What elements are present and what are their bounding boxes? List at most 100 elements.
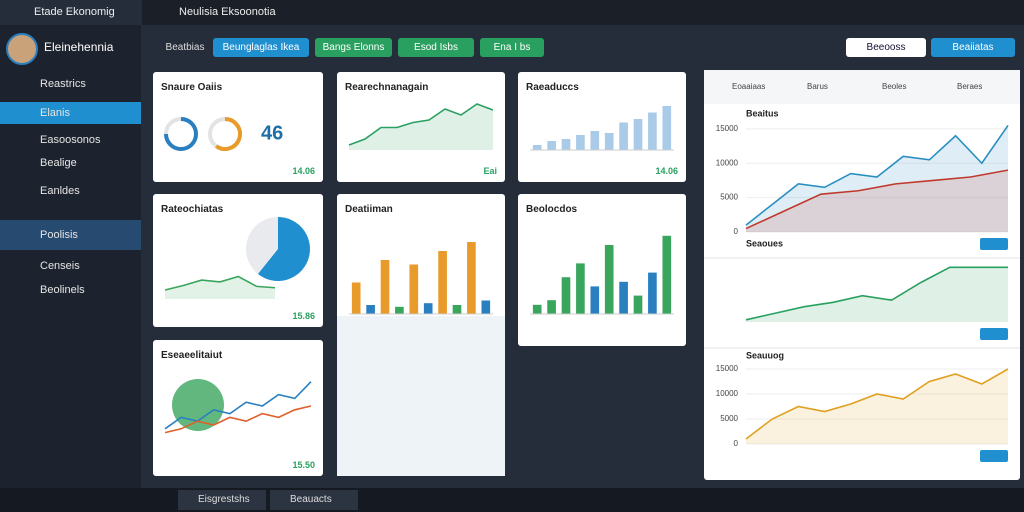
bar: [604, 245, 614, 314]
sidebar-item[interactable]: Easoosonos: [40, 134, 101, 146]
bar: [561, 277, 571, 314]
toolbar-button[interactable]: Beatbias: [165, 42, 205, 53]
sidebar-item[interactable]: Beolinels: [40, 284, 85, 296]
tab[interactable]: Neulisia Eksoonotia: [179, 6, 276, 18]
bar: [467, 242, 476, 314]
area: [746, 267, 1008, 322]
line: [745, 124, 1009, 226]
bar: [438, 251, 447, 314]
chart: [348, 103, 494, 150]
card: Deatiiman: [337, 194, 505, 476]
bar: [648, 112, 657, 150]
chart-title: Seauuog: [746, 350, 784, 360]
card-footer: 14.06: [292, 166, 315, 176]
y-tick-label: 0: [734, 439, 739, 448]
bar: [662, 235, 672, 314]
y-tick-label: 10000: [716, 389, 739, 398]
panel-tab: Eoaaiaas: [732, 82, 765, 91]
bar: [409, 264, 419, 314]
bar: [380, 260, 390, 314]
panel-tab: Barus: [807, 82, 828, 91]
taskbar-item[interactable]: Beauacts: [270, 490, 358, 510]
tab[interactable]: Etade Ekonomig: [0, 0, 142, 25]
card: Eseaeelitaiut 15.50: [153, 340, 323, 476]
chart: 46: [164, 117, 283, 151]
big-number: 46: [261, 122, 283, 144]
empty-area: [337, 316, 505, 476]
y-tick-label: 15000: [716, 124, 739, 133]
action-button[interactable]: Beaiiatas: [931, 38, 1015, 57]
card-footer: 15.86: [292, 311, 315, 321]
chart: [337, 242, 505, 476]
panel-tab: Beraes: [957, 82, 982, 91]
chart-button: [980, 328, 1008, 340]
chart: [164, 217, 310, 299]
bar: [633, 295, 643, 314]
bar: [561, 139, 571, 150]
bar: [395, 306, 404, 314]
bar: [547, 141, 556, 150]
pie: [258, 217, 310, 281]
card: Snaure Oaiis 14.06 46: [153, 72, 323, 182]
bar: [351, 282, 361, 314]
area: [349, 104, 493, 150]
panel-tabs-bg: [704, 70, 1020, 104]
chart: [164, 379, 312, 434]
sidebar-item[interactable]: Reastrics: [40, 78, 86, 90]
y-tick-label: 15000: [716, 364, 739, 373]
card: Rearechnanagain Eai: [337, 72, 505, 182]
sidebar-item[interactable]: Eanldes: [40, 185, 80, 197]
line: [164, 275, 276, 291]
area: [746, 369, 1008, 444]
sidebar-item[interactable]: Censeis: [40, 260, 80, 272]
card-title: Snaure Oaiis: [161, 82, 223, 93]
card: Beolocdos: [518, 194, 686, 346]
line: [164, 381, 312, 430]
card-title: Raeaduccs: [526, 82, 579, 93]
toolbar-button[interactable]: Beunglaglas Ikea: [213, 38, 309, 57]
sidebar-item[interactable]: Elanis: [0, 102, 141, 124]
bar: [604, 133, 614, 150]
chart: [530, 235, 674, 315]
bar: [619, 122, 628, 150]
chart-title: Beaitus: [746, 108, 779, 118]
card-title: Rearechnanagain: [345, 82, 429, 93]
area: [165, 276, 275, 299]
bar: [532, 145, 542, 150]
right-panel: Eoaaiaas Barus Beoles Beraes Beaitus 15000 100…: [704, 70, 1020, 480]
taskbar-item[interactable]: Eisgrestshs: [178, 490, 266, 510]
bar: [423, 303, 433, 314]
card: Rateochiatas 15.86: [153, 194, 323, 327]
bar: [590, 131, 600, 150]
chart-button: [980, 238, 1008, 250]
chart: [530, 106, 674, 151]
sidebar-item[interactable]: Bealige: [40, 157, 77, 169]
card-title: Rateochiatas: [161, 204, 224, 215]
panel-tab: Beoles: [882, 82, 906, 91]
bar: [633, 119, 643, 150]
gauge: [215, 117, 242, 151]
bar: [532, 304, 542, 314]
bar: [481, 300, 491, 314]
line: [745, 266, 1008, 321]
card-title: Deatiiman: [345, 204, 393, 215]
sidebar-item[interactable]: Poolisis: [0, 220, 141, 250]
user-name: Eleinehennia: [44, 40, 114, 54]
bar: [547, 300, 556, 314]
toolbar-button[interactable]: Bangs Elonns: [315, 38, 392, 57]
y-tick-label: 0: [734, 227, 739, 236]
toolbar-button[interactable]: Esod Isbs: [398, 38, 474, 57]
card-footer: Eai: [483, 166, 497, 176]
bar: [576, 135, 585, 150]
line: [348, 103, 494, 146]
avatar: [6, 33, 38, 65]
y-tick-label: 5000: [720, 414, 738, 423]
card: Raeaduccs 14.06: [518, 72, 686, 182]
action-button[interactable]: Beeooss: [846, 38, 926, 57]
line: [745, 169, 1009, 230]
toolbar-button[interactable]: Ena I bs: [480, 38, 544, 57]
area: [746, 125, 1008, 232]
bar: [590, 286, 600, 314]
chart-title: Seaoues: [746, 238, 783, 248]
